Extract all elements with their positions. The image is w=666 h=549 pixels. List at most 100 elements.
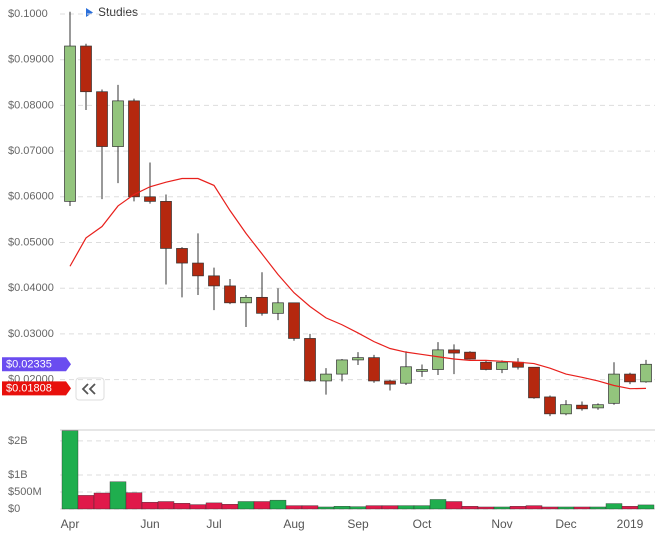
- volume-bar: [301, 505, 319, 510]
- x-tick-label: Jul: [206, 517, 221, 531]
- candle-body: [416, 369, 428, 372]
- y-tick-label: $0.07000: [8, 145, 54, 157]
- volume-bar: [237, 501, 255, 510]
- candle-body: [528, 366, 540, 399]
- candle-body: [80, 45, 92, 93]
- volume-bar: [189, 504, 207, 510]
- volume-bar: [541, 506, 559, 510]
- studies-icon[interactable]: [86, 8, 93, 17]
- x-tick-label: Aug: [283, 517, 304, 531]
- volume-bar: [365, 505, 383, 510]
- candle-body: [256, 296, 268, 314]
- volume-bar: [141, 501, 159, 510]
- volume-bar: [589, 506, 607, 510]
- y-tick-label: $0.09000: [8, 54, 54, 66]
- moving-average-line: [69, 177, 647, 390]
- volume-bar: [621, 506, 639, 510]
- volume-bar: [221, 504, 239, 510]
- y-tick-label: $0.05000: [8, 236, 54, 248]
- volume-bar: [333, 506, 351, 510]
- candle-body: [176, 248, 188, 264]
- volume-bar: [93, 492, 111, 510]
- scroll-back-icon[interactable]: [81, 383, 96, 395]
- volume-bar: [125, 492, 143, 510]
- volume-bar: [445, 501, 463, 510]
- volume-bar: [637, 504, 655, 510]
- candle-body: [64, 45, 76, 202]
- volume-bar: [493, 506, 511, 510]
- candle-body: [480, 361, 492, 370]
- candle-body: [96, 91, 108, 147]
- volume-bar: [61, 430, 79, 510]
- candle-body: [272, 302, 284, 314]
- volume-bar: [109, 481, 127, 510]
- candle-body: [144, 196, 156, 202]
- price-badge-label: $0.01808: [6, 383, 52, 395]
- candle-body: [208, 275, 220, 287]
- x-tick-label: Dec: [555, 517, 576, 531]
- candle-body: [608, 373, 620, 404]
- volume-bar: [413, 505, 431, 510]
- y-tick-label: $0.08000: [8, 99, 54, 111]
- candle-body: [592, 404, 604, 409]
- volume-bar: [173, 503, 191, 510]
- volume-bar: [461, 506, 479, 510]
- candle-body: [224, 285, 236, 304]
- volume-bar: [349, 506, 367, 510]
- studies-button[interactable]: Studies: [98, 5, 138, 19]
- candle-body: [624, 373, 636, 383]
- candle-body: [640, 363, 652, 383]
- volume-bar: [205, 502, 223, 510]
- y-tick-label: $0.04000: [8, 282, 54, 294]
- volume-bar: [573, 506, 591, 510]
- volume-bar: [77, 495, 95, 510]
- volume-bar: [317, 506, 335, 510]
- y-tick-label: $0.03000: [8, 328, 54, 340]
- candle-body: [240, 296, 252, 304]
- candle-body: [576, 404, 588, 410]
- x-tick-label: Sep: [347, 517, 369, 531]
- candle-body: [336, 359, 348, 375]
- price-badge: [2, 357, 71, 372]
- volume-bar: [429, 499, 447, 510]
- x-tick-label: Jun: [140, 517, 159, 531]
- volume-bar: [157, 501, 175, 510]
- volume-bar: [285, 505, 303, 510]
- y-tick-label: $0: [8, 503, 20, 515]
- candle-body: [112, 100, 124, 147]
- price-badge: [2, 381, 71, 396]
- volume-bar: [557, 506, 575, 510]
- y-tick-label: $0.06000: [8, 191, 54, 203]
- x-tick-label: Nov: [491, 517, 512, 531]
- volume-bar: [253, 501, 271, 510]
- price-badge-label: $0.02335: [6, 359, 52, 371]
- volume-bar: [605, 503, 623, 510]
- candle-body: [288, 302, 300, 339]
- candle-body: [560, 404, 572, 415]
- volume-bar: [381, 505, 399, 510]
- volume-bar: [509, 506, 527, 510]
- candle-body: [400, 366, 412, 384]
- volume-bar: [525, 505, 543, 510]
- candle-body: [128, 100, 140, 198]
- candle-body: [160, 201, 172, 249]
- candle-body: [304, 338, 316, 382]
- x-tick-label: Oct: [413, 517, 432, 531]
- candle-body: [192, 262, 204, 277]
- candle-body: [384, 380, 396, 385]
- y-tick-label: $1B: [8, 469, 28, 481]
- candle-body: [352, 357, 364, 361]
- candle-body: [320, 373, 332, 382]
- candle-body: [464, 351, 476, 360]
- y-tick-label: $2B: [8, 435, 28, 447]
- candle-body: [368, 357, 380, 382]
- volume-bar: [269, 499, 287, 510]
- candle-body: [544, 396, 556, 415]
- candle-body: [448, 349, 460, 354]
- x-tick-label: 2019: [617, 517, 644, 531]
- volume-bar: [397, 505, 415, 510]
- y-tick-label: $500M: [8, 486, 42, 498]
- volume-bar: [477, 506, 495, 510]
- candle-body: [432, 349, 444, 370]
